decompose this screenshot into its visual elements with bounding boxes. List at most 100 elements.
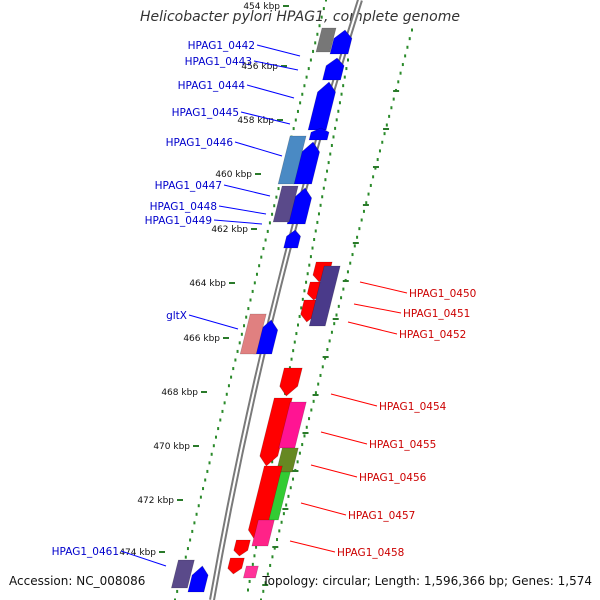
gene-label-forward: HPAG1_0461 xyxy=(52,546,119,558)
gene-block xyxy=(308,265,341,327)
mid-scale-dot xyxy=(290,357,293,361)
tick-label: 456 kbp xyxy=(241,62,278,72)
gene-leader-line xyxy=(359,281,408,294)
inner-scale-dot xyxy=(266,229,269,233)
inner-scale-dot xyxy=(275,195,278,199)
outer-scale-tick xyxy=(282,508,289,510)
gene-label-forward: HPAG1_0447 xyxy=(155,180,222,192)
outer-scale-dot xyxy=(319,373,322,377)
tick-label: 460 kbp xyxy=(215,170,252,180)
outer-scale-dot xyxy=(337,304,340,308)
inner-scale-dot xyxy=(243,324,246,328)
outer-scale-dot xyxy=(349,261,352,265)
outer-scale-dot xyxy=(310,408,313,412)
inner-scale-dot xyxy=(217,427,220,431)
outer-scale-dot xyxy=(392,97,395,101)
tick-label: 466 kbp xyxy=(183,334,220,344)
outer-scale-dot xyxy=(365,201,368,205)
outer-scale-dot xyxy=(367,192,370,196)
inner-scale-dot xyxy=(251,289,254,293)
gene-leader-line xyxy=(218,205,267,215)
gene-label-forward: HPAG1_0448 xyxy=(150,201,217,213)
mid-scale-dot xyxy=(326,169,329,173)
outer-scale-dot xyxy=(351,253,354,257)
gene-label-reverse: HPAG1_0458 xyxy=(337,547,404,559)
inner-scale-dot xyxy=(202,487,205,491)
inner-scale-dot xyxy=(197,504,200,508)
mid-scale-dot xyxy=(322,186,325,190)
inner-scale-dot xyxy=(277,187,280,191)
outer-scale-dot xyxy=(305,425,308,429)
outer-scale-dot xyxy=(360,218,363,222)
outer-scale-dot xyxy=(264,581,267,585)
gene-leader-line xyxy=(289,540,336,553)
outer-scale-tick xyxy=(292,470,299,472)
map-title: Helicobacter pylori HPAG1, complete geno… xyxy=(140,9,460,25)
mid-scale-dot xyxy=(303,289,306,293)
tick-mark xyxy=(223,337,229,339)
inner-scale-dot xyxy=(314,41,317,45)
mid-scale-dot xyxy=(309,255,312,259)
outer-scale-tick xyxy=(312,394,319,396)
tick-mark xyxy=(193,445,199,447)
outer-scale-dot xyxy=(296,460,299,464)
gene-leader-line xyxy=(353,303,402,314)
mid-scale-dot xyxy=(305,280,308,284)
gene-block xyxy=(243,565,259,579)
inner-scale-dot xyxy=(227,384,230,388)
gene-leader-line xyxy=(300,502,347,516)
outer-scale-dot xyxy=(330,330,333,334)
gene-label-forward: HPAG1_0444 xyxy=(178,80,246,92)
outer-scale-dot xyxy=(346,270,349,274)
mid-scale-dot xyxy=(332,135,335,139)
outer-scale-dot xyxy=(278,529,281,533)
outer-scale-dot xyxy=(356,235,359,239)
gene-label-reverse: HPAG1_0454 xyxy=(379,401,447,413)
inner-scale-dot xyxy=(255,272,258,276)
outer-scale-dot xyxy=(301,443,304,447)
inner-scale-dot xyxy=(225,392,228,396)
gene-arrow xyxy=(259,397,293,467)
inner-scale-dot xyxy=(199,495,202,499)
gene-arrow xyxy=(279,367,303,397)
inner-scale-dot xyxy=(307,67,310,71)
outer-scale-dot xyxy=(369,183,372,187)
outer-scale-dot xyxy=(390,106,393,110)
mid-scale-dot xyxy=(321,195,324,199)
outer-scale-dot xyxy=(260,598,262,600)
inner-scale-dot xyxy=(212,444,215,448)
mid-scale-dot xyxy=(342,84,345,88)
tick-mark xyxy=(159,551,165,553)
mid-scale-dot xyxy=(343,75,346,79)
outer-scale-tick xyxy=(393,90,400,92)
outer-scale-dot xyxy=(317,382,320,386)
gene-label-reverse: HPAG1_0455 xyxy=(369,439,436,451)
gene-block xyxy=(277,135,307,185)
gene-label-reverse: HPAG1_0457 xyxy=(348,510,415,522)
mid-scale-dot xyxy=(301,297,304,301)
inner-scale-dot xyxy=(262,247,265,251)
inner-scale-dot xyxy=(309,58,312,62)
gene-block xyxy=(171,559,195,589)
mid-scale-dot xyxy=(313,238,316,242)
outer-scale-dot xyxy=(378,149,381,153)
mid-scale-dot xyxy=(334,126,337,130)
gene-block xyxy=(239,313,267,355)
tick-label: 472 kbp xyxy=(137,496,174,506)
outer-scale-dot xyxy=(298,451,301,455)
inner-scale-dot xyxy=(232,367,235,371)
outer-scale-tick xyxy=(302,432,309,434)
gene-arrow xyxy=(307,81,336,131)
gene-leader-line xyxy=(213,219,263,225)
outer-scale-dot xyxy=(406,45,409,49)
outer-scale-dot xyxy=(397,80,400,84)
outer-scale-dot xyxy=(326,348,329,352)
mid-scale-dot xyxy=(248,579,251,583)
outer-scale-dot xyxy=(404,54,407,58)
tick-mark xyxy=(229,282,235,284)
inner-scale-dot xyxy=(219,418,222,422)
mid-scale-dot xyxy=(295,332,298,336)
inner-scale-dot xyxy=(193,521,196,525)
gene-label-reverse: HPAG1_0450 xyxy=(409,288,476,300)
tick-label: 468 kbp xyxy=(161,388,198,398)
